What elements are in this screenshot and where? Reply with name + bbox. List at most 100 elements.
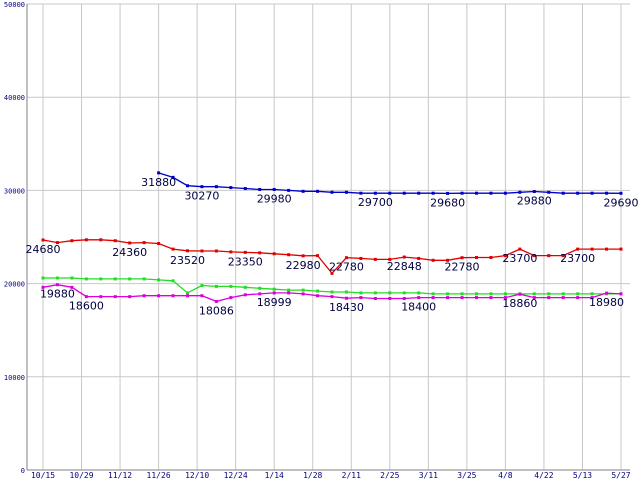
- x-tick-label: 12/24: [224, 471, 248, 480]
- data-label: 23700: [560, 252, 595, 265]
- data-point: [200, 294, 204, 298]
- data-point: [243, 285, 247, 289]
- data-point: [287, 188, 291, 192]
- data-label: 24360: [112, 246, 147, 259]
- data-point: [84, 295, 88, 299]
- data-point: [113, 295, 117, 299]
- data-point: [272, 187, 276, 191]
- x-tick-label: 2/25: [380, 471, 399, 480]
- data-point: [157, 278, 161, 282]
- data-point: [417, 296, 421, 300]
- data-point: [330, 290, 334, 294]
- data-point: [99, 277, 103, 281]
- data-label: 18600: [69, 300, 104, 313]
- data-point: [41, 238, 45, 242]
- data-point: [417, 291, 421, 295]
- data-point: [561, 296, 565, 300]
- y-tick-labels: 0 10000 20000 30000 40000 50000: [4, 1, 25, 475]
- data-point: [55, 241, 59, 245]
- data-point: [301, 292, 305, 296]
- data-point: [229, 186, 233, 190]
- data-label: 18086: [199, 304, 234, 317]
- data-point: [605, 247, 609, 251]
- data-point: [330, 295, 334, 299]
- data-point: [518, 190, 522, 194]
- data-point: [460, 191, 464, 195]
- data-point: [171, 247, 175, 251]
- data-point: [99, 238, 103, 242]
- data-point: [547, 292, 551, 296]
- data-point: [142, 241, 146, 245]
- x-tick-label: 10/15: [31, 471, 55, 480]
- data-point: [388, 257, 392, 261]
- data-point: [532, 190, 536, 194]
- data-point: [70, 285, 74, 289]
- data-point: [518, 292, 522, 296]
- data-point: [503, 191, 507, 195]
- data-point: [142, 277, 146, 281]
- data-point: [128, 295, 132, 299]
- data-label: 22780: [445, 261, 480, 274]
- data-point: [475, 191, 478, 195]
- series-layer: [41, 171, 623, 303]
- data-point: [431, 258, 435, 262]
- data-point: [84, 238, 88, 242]
- data-point: [460, 296, 464, 300]
- data-point: [344, 290, 348, 294]
- data-point: [128, 277, 132, 281]
- data-point: [200, 283, 204, 287]
- data-point: [547, 190, 551, 194]
- data-label: 29690: [604, 196, 639, 209]
- data-point: [475, 296, 478, 300]
- data-point: [388, 297, 392, 301]
- data-point: [619, 247, 623, 251]
- data-point: [200, 249, 204, 253]
- data-point: [316, 294, 320, 298]
- data-point: [489, 256, 493, 260]
- data-point: [200, 185, 204, 189]
- data-point: [272, 252, 276, 256]
- y-tick-label: 10000: [4, 374, 25, 382]
- data-point: [576, 191, 580, 195]
- data-point: [70, 276, 74, 280]
- data-point: [55, 276, 59, 280]
- x-tick-label: 1/14: [265, 471, 284, 480]
- data-label: 18400: [401, 301, 436, 314]
- x-tick-label: 10/29: [69, 471, 93, 480]
- data-label: 29680: [430, 196, 465, 209]
- data-point: [229, 296, 233, 300]
- x-tick-label: 5/27: [611, 471, 630, 480]
- x-tick-label: 2/11: [342, 471, 361, 480]
- x-tick-label: 4/8: [498, 471, 513, 480]
- data-point: [330, 190, 334, 194]
- x-tick-label: 4/22: [534, 471, 553, 480]
- data-point: [619, 292, 623, 296]
- data-point: [186, 294, 189, 298]
- data-point: [171, 279, 175, 283]
- data-point: [605, 291, 609, 295]
- y-tick-label: 20000: [4, 281, 25, 289]
- data-point: [186, 184, 189, 188]
- y-tick-label: 30000: [4, 187, 25, 195]
- data-point: [532, 296, 536, 300]
- data-point: [532, 254, 536, 258]
- data-point: [214, 284, 218, 288]
- data-label: 23700: [502, 252, 537, 265]
- data-point: [113, 277, 117, 281]
- data-label: 23520: [170, 254, 205, 267]
- data-point: [272, 291, 276, 295]
- data-point: [503, 254, 507, 258]
- data-point: [301, 288, 305, 292]
- data-point: [518, 247, 522, 251]
- data-point: [316, 189, 320, 193]
- data-point: [417, 256, 421, 260]
- data-point: [605, 191, 609, 195]
- data-point: [373, 257, 377, 261]
- data-point: [186, 249, 189, 253]
- data-point: [547, 296, 551, 300]
- data-point: [84, 277, 88, 281]
- data-point: [446, 296, 450, 300]
- data-label: 29880: [517, 195, 552, 208]
- data-point: [489, 292, 493, 296]
